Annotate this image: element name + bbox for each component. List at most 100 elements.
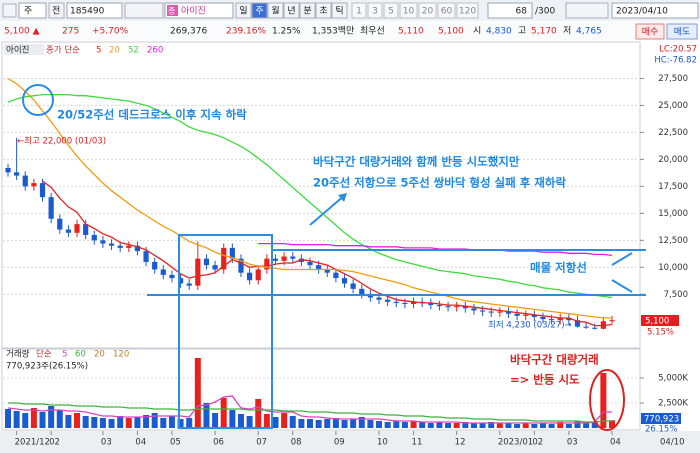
- candle-body: [376, 297, 382, 300]
- turnover: 1.25%: [272, 27, 301, 37]
- candle-body: [609, 320, 615, 322]
- x-tick-label: 06: [213, 438, 224, 448]
- nav-buttons[interactable]: [124, 2, 164, 19]
- candle-body: [428, 302, 434, 306]
- volume-bar: [367, 420, 374, 428]
- candle-body: [281, 256, 287, 261]
- legend-entry: 120: [113, 350, 129, 360]
- interval: 5: [388, 7, 394, 17]
- x-tick-label: 03: [567, 438, 578, 448]
- ma-line: [8, 402, 612, 423]
- candle-body: [31, 183, 37, 187]
- volume-bar: [522, 423, 529, 428]
- y-tick-label: 25,000: [658, 101, 688, 111]
- menu-button[interactable]: [2, 3, 17, 18]
- period-button[interactable]: [315, 2, 332, 19]
- date-input[interactable]: [611, 2, 699, 19]
- volume-bar: [307, 419, 313, 428]
- highlight-box: [178, 234, 273, 429]
- volume-bar: [281, 413, 288, 428]
- candle-body: [479, 310, 486, 312]
- low: 4,765: [576, 27, 602, 37]
- candle-body: [497, 311, 503, 313]
- period-button[interactable]: [283, 2, 300, 19]
- arrow: [309, 194, 346, 226]
- sell: 매도: [674, 27, 691, 38]
- x-tick-label: 08: [291, 438, 302, 448]
- candle-body: [514, 313, 520, 316]
- annotation: => 반등 시도: [510, 373, 580, 387]
- volume-bar: [125, 418, 132, 428]
- interval-button[interactable]: [418, 2, 437, 19]
- interval-button[interactable]: [456, 2, 479, 19]
- volume-bar: [539, 423, 546, 428]
- candle-body: [540, 316, 546, 320]
- candle-body: [212, 265, 218, 270]
- scope: 전: [52, 6, 60, 17]
- volume-bar: [5, 409, 11, 428]
- candle-body: [169, 274, 175, 279]
- count: 68: [516, 7, 528, 17]
- interval-button[interactable]: [367, 2, 383, 19]
- period-button[interactable]: [267, 2, 284, 19]
- sell-button[interactable]: [666, 23, 698, 40]
- period-button[interactable]: [235, 2, 252, 19]
- candle-body: [22, 175, 28, 187]
- volume-bar: [350, 419, 357, 428]
- legend-entry: 5: [96, 46, 101, 56]
- volume-bar: [453, 423, 460, 428]
- volume-bar: [548, 424, 555, 428]
- volume-bar: [298, 419, 305, 428]
- high-annotation: ←최고 22,000 (01/03): [17, 136, 106, 147]
- interval: 120: [459, 7, 476, 17]
- period-button[interactable]: [299, 2, 316, 19]
- annotation: 20/52주선 데드크로스 이후 지속 하락: [57, 108, 247, 122]
- volume-ma-label: 단순: [36, 349, 52, 360]
- interval-button[interactable]: [437, 2, 456, 19]
- code-input[interactable]: [66, 2, 123, 19]
- count-input[interactable]: [487, 2, 533, 19]
- volume-bar: [427, 423, 434, 428]
- candle-body: [531, 314, 537, 317]
- candle-body: [143, 251, 149, 262]
- buy-button[interactable]: [635, 23, 665, 40]
- interval-button[interactable]: [399, 2, 418, 19]
- last-price-tag: [641, 315, 679, 326]
- y-tick-label: 22,500: [658, 128, 688, 138]
- volume-title: 거래량: [6, 349, 30, 360]
- volume-bar: [134, 417, 141, 428]
- period-button[interactable]: [251, 2, 268, 19]
- price-panel: [1, 41, 641, 349]
- x-tick-label: 09: [334, 438, 345, 448]
- candle-body: [350, 283, 356, 289]
- volume-bar: [505, 423, 512, 428]
- volume-bar: [255, 399, 262, 428]
- candle-body: [290, 256, 296, 259]
- volume-bar: [203, 403, 210, 428]
- volume: 269,376: [170, 27, 207, 37]
- candle-body: [195, 258, 201, 286]
- name-field[interactable]: [164, 2, 234, 19]
- ma-line: [7, 93, 613, 299]
- volume-bar: [186, 418, 193, 428]
- volume-bar: [376, 421, 383, 428]
- annotation: 바닥구간 대량거래와 함께 반등 시도했지만: [313, 155, 520, 169]
- period-button[interactable]: [331, 2, 348, 19]
- candle-body: [238, 258, 244, 273]
- candle-body: [359, 288, 365, 295]
- market-select[interactable]: [18, 2, 47, 19]
- scope-button[interactable]: [48, 2, 65, 19]
- lc: LC:20.57: [659, 45, 697, 55]
- tool-buttons[interactable]: [565, 2, 609, 19]
- candle-body: [471, 308, 477, 311]
- interval: 3: [372, 7, 378, 17]
- interval-button[interactable]: [351, 2, 367, 19]
- volume-bar: [108, 419, 115, 428]
- volume-bar: [583, 423, 590, 428]
- candle-body: [91, 234, 97, 241]
- interval-button[interactable]: [383, 2, 399, 19]
- x-tick-label: 03: [101, 438, 112, 448]
- candle-body: [333, 272, 339, 279]
- legend-entry: 20: [109, 46, 120, 56]
